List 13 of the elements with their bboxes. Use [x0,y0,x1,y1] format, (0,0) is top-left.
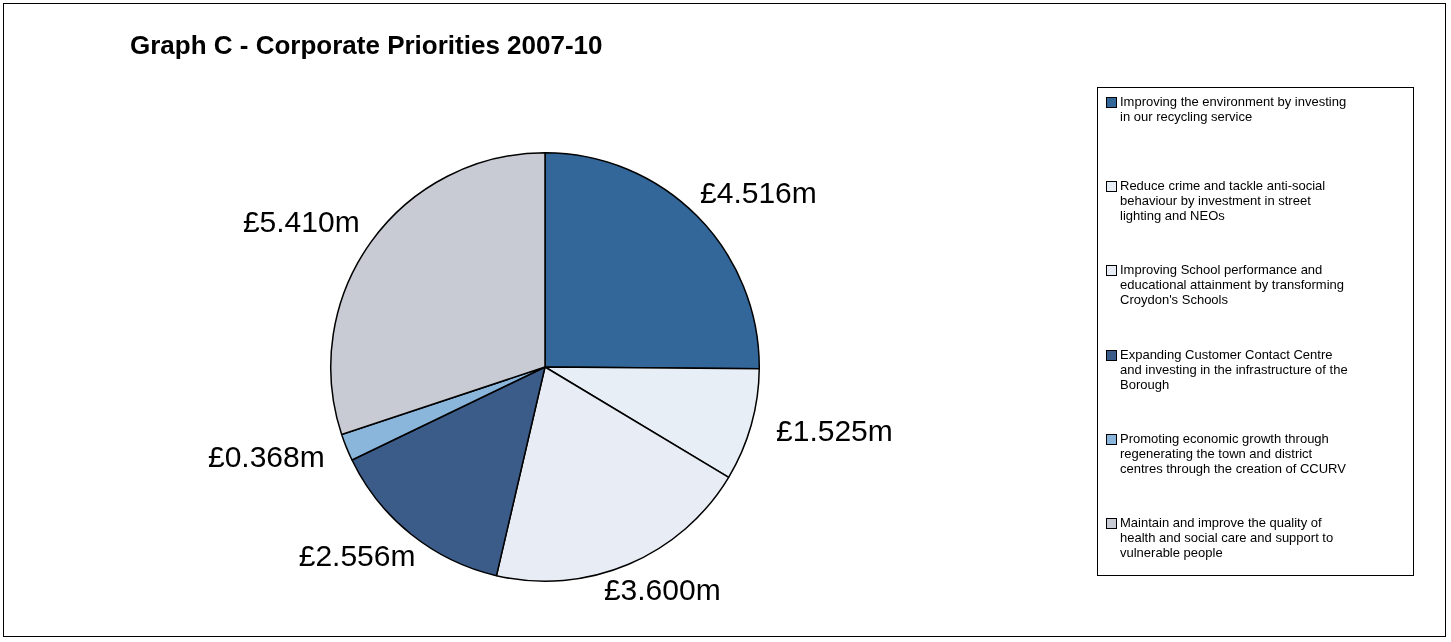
chart-title: Graph C - Corporate Priorities 2007-10 [130,30,603,61]
legend-label: Promoting economic growth through regenerating the town and district centres through the creation of CCURV [1120,430,1347,476]
legend-label: Reduce crime and tackle anti-social behaviour by investment in street lighting and NEOs [1120,178,1327,224]
legend-label: Improving the environment by investing in our recycling service [1120,94,1348,124]
legend-label: Expanding Customer Contact Centre and investing in the infrastructure of the Borough [1120,346,1349,392]
data-label: £0.368m [207,439,325,473]
data-label: £4.516m [700,176,817,210]
legend-label: Maintain and improve the quality of health and social care and support to vulnerable people [1120,514,1335,560]
data-label: £5.410m [242,205,360,239]
data-label: £3.600m [603,573,721,607]
data-label: £1.525m [776,414,893,448]
legend-label: Improving School performance and educational attainment by transforming Croydon's Schools [1120,262,1345,308]
data-label: £2.556m [298,538,416,572]
